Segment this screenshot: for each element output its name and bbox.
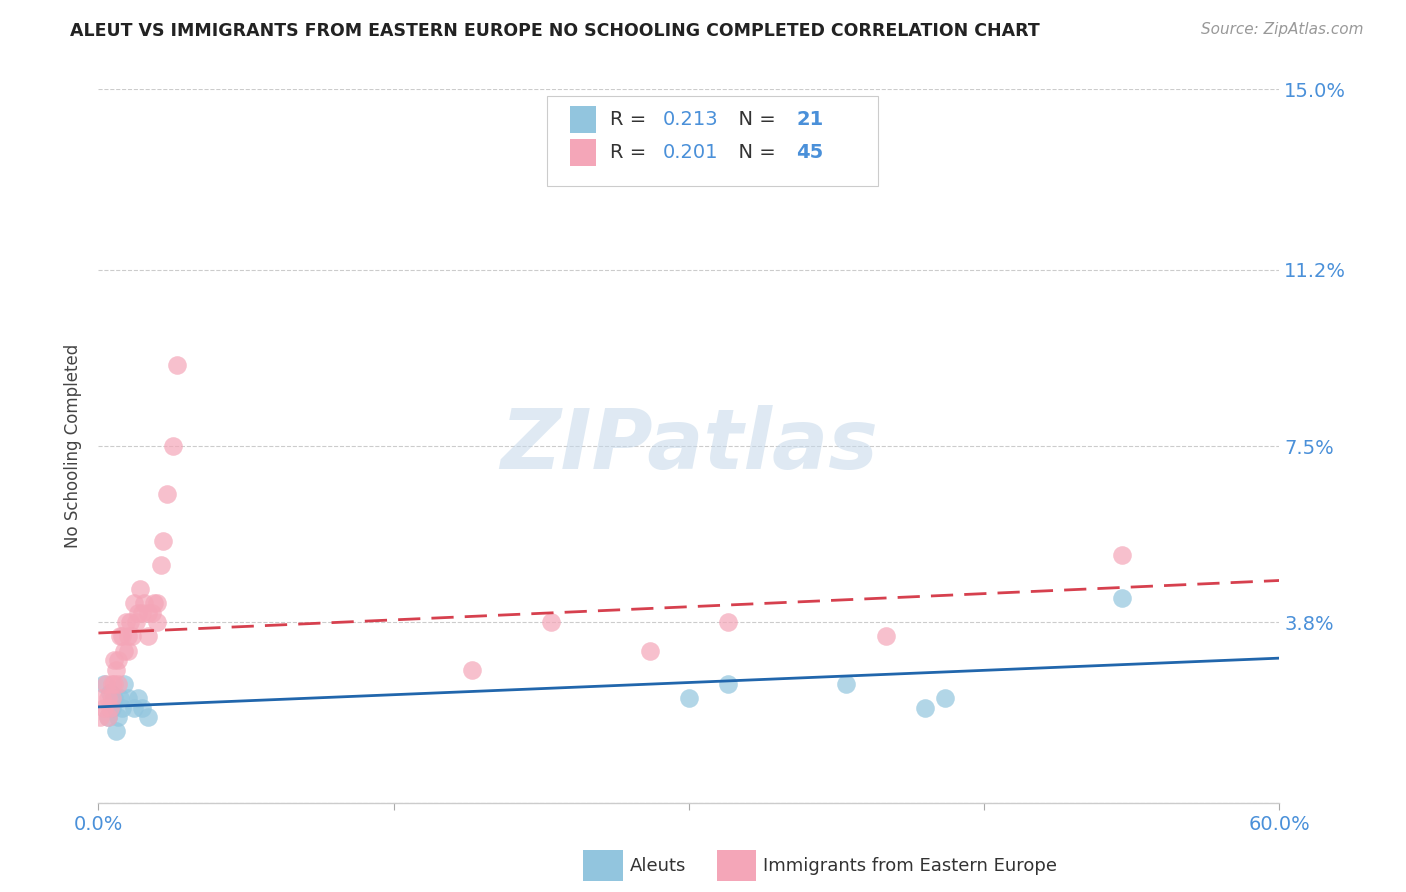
Text: R =: R = <box>610 111 652 129</box>
Point <box>101 700 124 714</box>
Point <box>127 691 149 706</box>
Point <box>105 663 128 677</box>
Point <box>132 596 155 610</box>
Point <box>141 606 163 620</box>
Point <box>105 724 128 739</box>
Point <box>98 700 121 714</box>
Point <box>122 700 145 714</box>
Point <box>150 558 173 572</box>
Point <box>1111 591 1133 606</box>
Point <box>1111 549 1133 563</box>
Point <box>103 691 125 706</box>
Text: R =: R = <box>610 144 652 162</box>
Point <box>107 677 129 691</box>
Point <box>875 629 897 643</box>
Point <box>835 677 858 691</box>
Point <box>96 677 118 691</box>
Point <box>112 643 135 657</box>
Point <box>131 700 153 714</box>
Point <box>103 653 125 667</box>
Point <box>108 629 131 643</box>
Point <box>111 629 134 643</box>
Bar <box>569 139 596 166</box>
Point <box>111 700 134 714</box>
Text: 0.213: 0.213 <box>664 111 718 129</box>
Point <box>103 677 125 691</box>
Point <box>121 629 143 643</box>
Text: ZIPatlas: ZIPatlas <box>501 406 877 486</box>
Point <box>717 677 740 691</box>
Point <box>93 700 115 714</box>
Point <box>115 615 138 629</box>
Point <box>461 663 484 677</box>
Point <box>914 700 936 714</box>
Point <box>97 710 120 724</box>
Point <box>156 486 179 500</box>
Point <box>112 677 135 691</box>
Point <box>107 653 129 667</box>
Point <box>136 710 159 724</box>
Point <box>118 615 141 629</box>
Point <box>108 691 131 706</box>
Point <box>136 606 159 620</box>
Point <box>89 710 111 724</box>
Point <box>934 691 956 706</box>
Point <box>152 534 174 549</box>
Point <box>91 691 114 706</box>
Point <box>125 615 148 629</box>
Point <box>117 691 139 706</box>
Point <box>717 615 740 629</box>
Point <box>93 677 115 691</box>
Point <box>117 629 139 643</box>
Point <box>136 629 159 643</box>
Point <box>146 596 169 610</box>
Point <box>127 606 149 620</box>
Point <box>638 643 661 657</box>
Point <box>97 710 120 724</box>
Point <box>122 596 145 610</box>
Text: Source: ZipAtlas.com: Source: ZipAtlas.com <box>1201 22 1364 37</box>
Point <box>540 615 562 629</box>
FancyBboxPatch shape <box>547 96 877 186</box>
Text: 0.201: 0.201 <box>664 144 718 162</box>
Point <box>101 677 124 691</box>
Point <box>162 439 184 453</box>
Text: Aleuts: Aleuts <box>630 857 686 875</box>
Text: N =: N = <box>725 111 782 129</box>
Point <box>131 606 153 620</box>
Text: 45: 45 <box>796 144 824 162</box>
Point <box>97 691 120 706</box>
Point <box>142 596 165 610</box>
Point <box>166 358 188 372</box>
Text: Immigrants from Eastern Europe: Immigrants from Eastern Europe <box>763 857 1057 875</box>
Y-axis label: No Schooling Completed: No Schooling Completed <box>65 344 83 548</box>
Point <box>101 691 124 706</box>
Bar <box>569 106 596 134</box>
Text: N =: N = <box>725 144 782 162</box>
Point <box>678 691 700 706</box>
Point <box>146 615 169 629</box>
Text: 21: 21 <box>796 111 824 129</box>
Point <box>98 686 121 700</box>
Text: ALEUT VS IMMIGRANTS FROM EASTERN EUROPE NO SCHOOLING COMPLETED CORRELATION CHART: ALEUT VS IMMIGRANTS FROM EASTERN EUROPE … <box>70 22 1040 40</box>
Point <box>107 710 129 724</box>
Point <box>128 582 150 596</box>
Point <box>117 643 139 657</box>
